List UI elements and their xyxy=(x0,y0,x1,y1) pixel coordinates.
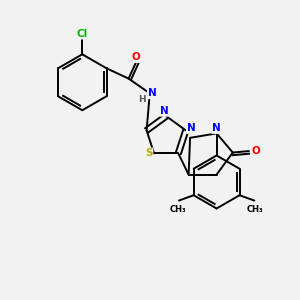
Text: H: H xyxy=(138,95,146,104)
Text: N: N xyxy=(187,123,196,133)
Text: N: N xyxy=(160,106,169,116)
Text: CH₃: CH₃ xyxy=(170,205,187,214)
Text: Cl: Cl xyxy=(77,29,88,39)
Text: O: O xyxy=(251,146,260,156)
Text: N: N xyxy=(212,123,221,133)
Text: O: O xyxy=(132,52,140,62)
Text: S: S xyxy=(145,148,152,158)
Text: CH₃: CH₃ xyxy=(247,205,263,214)
Text: N: N xyxy=(148,88,157,98)
